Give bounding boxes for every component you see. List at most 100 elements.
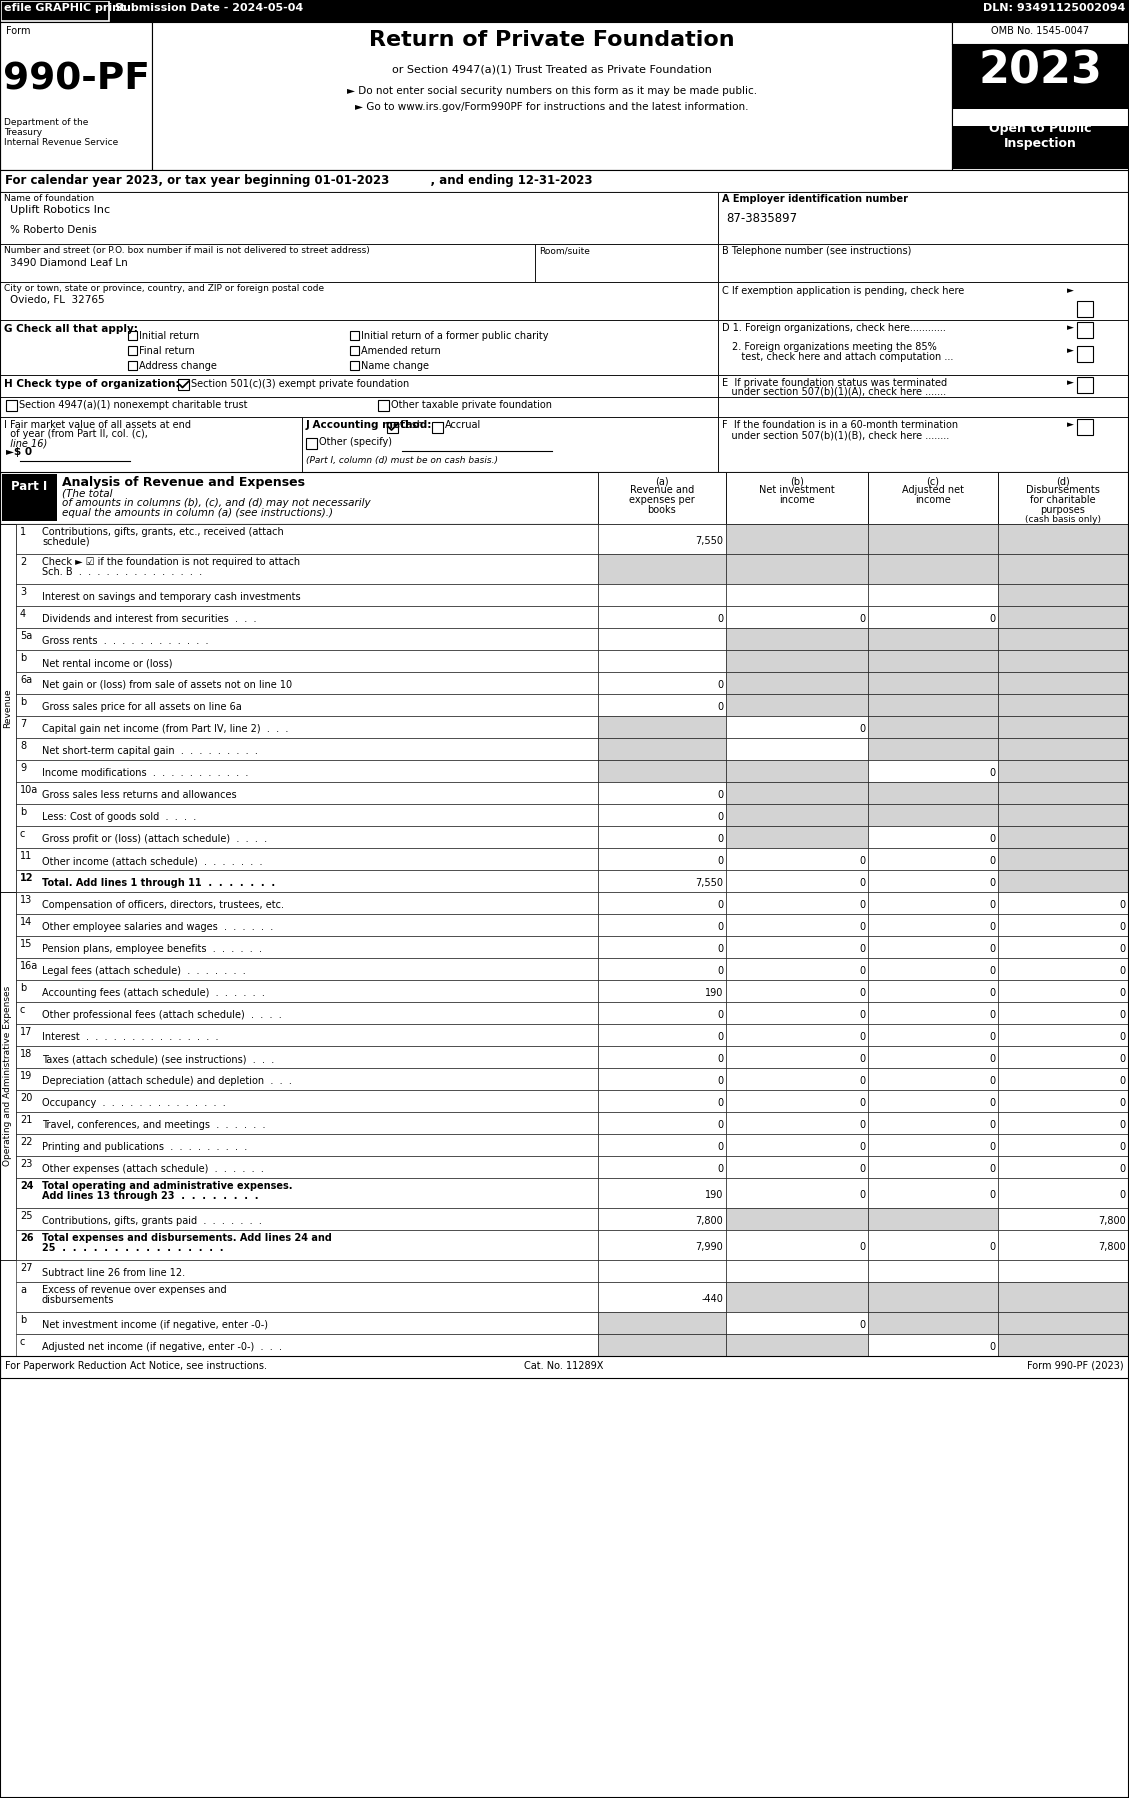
Bar bbox=[598, 1135, 726, 1156]
Bar bbox=[16, 1090, 598, 1111]
Bar bbox=[0, 376, 718, 397]
Bar bbox=[726, 737, 868, 761]
Text: 2. Foreign organizations meeting the 85%: 2. Foreign organizations meeting the 85% bbox=[732, 342, 937, 352]
Text: Operating and Administrative Expenses: Operating and Administrative Expenses bbox=[3, 985, 12, 1167]
Bar bbox=[598, 1001, 726, 1025]
Bar bbox=[350, 345, 359, 354]
Text: 7,550: 7,550 bbox=[695, 877, 723, 888]
Bar bbox=[1077, 419, 1093, 435]
Text: 0: 0 bbox=[717, 1010, 723, 1019]
Text: 0: 0 bbox=[717, 789, 723, 800]
Text: Net investment income (if negative, enter -0-): Net investment income (if negative, ente… bbox=[42, 1320, 268, 1331]
Text: 190: 190 bbox=[704, 987, 723, 998]
Bar bbox=[868, 1111, 998, 1135]
Text: of year (from Part II, col. (c),: of year (from Part II, col. (c), bbox=[5, 430, 148, 439]
Bar bbox=[726, 628, 868, 651]
Text: -440: -440 bbox=[701, 1295, 723, 1304]
Text: Part I: Part I bbox=[11, 480, 47, 493]
Text: 0: 0 bbox=[1120, 922, 1126, 931]
Text: Department of the: Department of the bbox=[5, 119, 88, 128]
Bar bbox=[598, 554, 726, 584]
Text: 190: 190 bbox=[704, 1190, 723, 1199]
Bar bbox=[598, 1068, 726, 1090]
Text: 0: 0 bbox=[989, 966, 995, 976]
Text: 0: 0 bbox=[1120, 1142, 1126, 1153]
Bar bbox=[16, 554, 598, 584]
Text: a: a bbox=[20, 1286, 26, 1295]
Text: Contributions, gifts, grants paid  .  .  .  .  .  .  .: Contributions, gifts, grants paid . . . … bbox=[42, 1215, 262, 1226]
Text: 0: 0 bbox=[717, 1032, 723, 1043]
Text: Revenue: Revenue bbox=[3, 689, 12, 728]
Text: 0: 0 bbox=[1120, 1054, 1126, 1064]
Bar bbox=[535, 245, 718, 282]
Bar bbox=[16, 523, 598, 554]
Bar bbox=[726, 554, 868, 584]
Text: D 1. Foreign organizations, check here............: D 1. Foreign organizations, check here..… bbox=[723, 324, 946, 333]
Text: ►$ 0: ►$ 0 bbox=[6, 448, 32, 457]
Text: 12: 12 bbox=[20, 874, 34, 883]
Text: Travel, conferences, and meetings  .  .  .  .  .  .: Travel, conferences, and meetings . . . … bbox=[42, 1120, 265, 1129]
Text: income: income bbox=[916, 494, 951, 505]
Bar bbox=[868, 913, 998, 937]
Bar bbox=[868, 1090, 998, 1111]
Bar bbox=[16, 651, 598, 672]
Bar bbox=[598, 1313, 726, 1334]
Text: Cat. No. 11289X: Cat. No. 11289X bbox=[524, 1361, 604, 1372]
Text: 0: 0 bbox=[989, 1142, 995, 1153]
Text: Other expenses (attach schedule)  .  .  .  .  .  .: Other expenses (attach schedule) . . . .… bbox=[42, 1163, 264, 1174]
Text: Revenue and: Revenue and bbox=[630, 485, 694, 494]
Bar bbox=[598, 1046, 726, 1068]
Text: Adjusted net income (if negative, enter -0-)  .  .  .: Adjusted net income (if negative, enter … bbox=[42, 1341, 282, 1352]
Bar bbox=[726, 958, 868, 980]
Text: c: c bbox=[20, 1005, 25, 1016]
Text: Disbursements: Disbursements bbox=[1026, 485, 1100, 494]
Bar bbox=[868, 761, 998, 782]
Text: 0: 0 bbox=[717, 1142, 723, 1153]
Text: 0: 0 bbox=[1120, 1099, 1126, 1108]
Bar bbox=[0, 473, 1129, 523]
Text: DLN: 93491125002094: DLN: 93491125002094 bbox=[982, 4, 1124, 13]
Text: Taxes (attach schedule) (see instructions)  .  .  .: Taxes (attach schedule) (see instruction… bbox=[42, 1054, 274, 1064]
Text: ► Go to www.irs.gov/Form990PF for instructions and the latest information.: ► Go to www.irs.gov/Form990PF for instru… bbox=[356, 102, 749, 111]
Bar bbox=[998, 672, 1129, 694]
Text: Net short-term capital gain  .  .  .  .  .  .  .  .  .: Net short-term capital gain . . . . . . … bbox=[42, 746, 257, 755]
Text: purposes: purposes bbox=[1041, 505, 1085, 514]
Text: Total operating and administrative expenses.: Total operating and administrative expen… bbox=[42, 1181, 292, 1190]
Text: 0: 0 bbox=[859, 1320, 865, 1331]
Text: 0: 0 bbox=[989, 768, 995, 779]
Bar bbox=[598, 825, 726, 849]
Bar bbox=[726, 694, 868, 716]
Text: Address change: Address change bbox=[139, 361, 217, 370]
Bar bbox=[16, 892, 598, 913]
Text: Other (specify): Other (specify) bbox=[320, 437, 392, 448]
Bar bbox=[868, 1334, 998, 1356]
Text: efile GRAPHIC print: efile GRAPHIC print bbox=[5, 4, 125, 13]
Bar bbox=[726, 1135, 868, 1156]
Bar bbox=[718, 376, 1129, 397]
Text: 990-PF: 990-PF bbox=[3, 61, 150, 99]
Text: Analysis of Revenue and Expenses: Analysis of Revenue and Expenses bbox=[62, 476, 305, 489]
Text: Initial return of a former public charity: Initial return of a former public charit… bbox=[361, 331, 549, 342]
Text: b: b bbox=[20, 698, 26, 707]
Bar bbox=[726, 523, 868, 554]
Text: 0: 0 bbox=[859, 877, 865, 888]
Text: 4: 4 bbox=[20, 610, 26, 619]
Text: Pension plans, employee benefits  .  .  .  .  .  .: Pension plans, employee benefits . . . .… bbox=[42, 944, 262, 955]
Bar bbox=[16, 870, 598, 892]
Text: Form 990-PF (2023): Form 990-PF (2023) bbox=[1027, 1361, 1124, 1372]
Bar bbox=[718, 192, 1129, 245]
Bar bbox=[726, 825, 868, 849]
Bar bbox=[868, 937, 998, 958]
Text: I Fair market value of all assets at end: I Fair market value of all assets at end bbox=[5, 421, 191, 430]
Bar bbox=[998, 628, 1129, 651]
Text: Subtract line 26 from line 12.: Subtract line 26 from line 12. bbox=[42, 1268, 185, 1278]
Text: c: c bbox=[20, 1338, 25, 1347]
Text: Section 501(c)(3) exempt private foundation: Section 501(c)(3) exempt private foundat… bbox=[191, 379, 409, 388]
Text: (Part I, column (d) must be on cash basis.): (Part I, column (d) must be on cash basi… bbox=[306, 457, 498, 466]
Text: (d): (d) bbox=[1056, 476, 1070, 485]
Text: Less: Cost of goods sold  .  .  .  .: Less: Cost of goods sold . . . . bbox=[42, 813, 196, 822]
Bar bbox=[16, 913, 598, 937]
Bar bbox=[998, 1046, 1129, 1068]
Text: 0: 0 bbox=[717, 1163, 723, 1174]
Text: 11: 11 bbox=[20, 850, 33, 861]
